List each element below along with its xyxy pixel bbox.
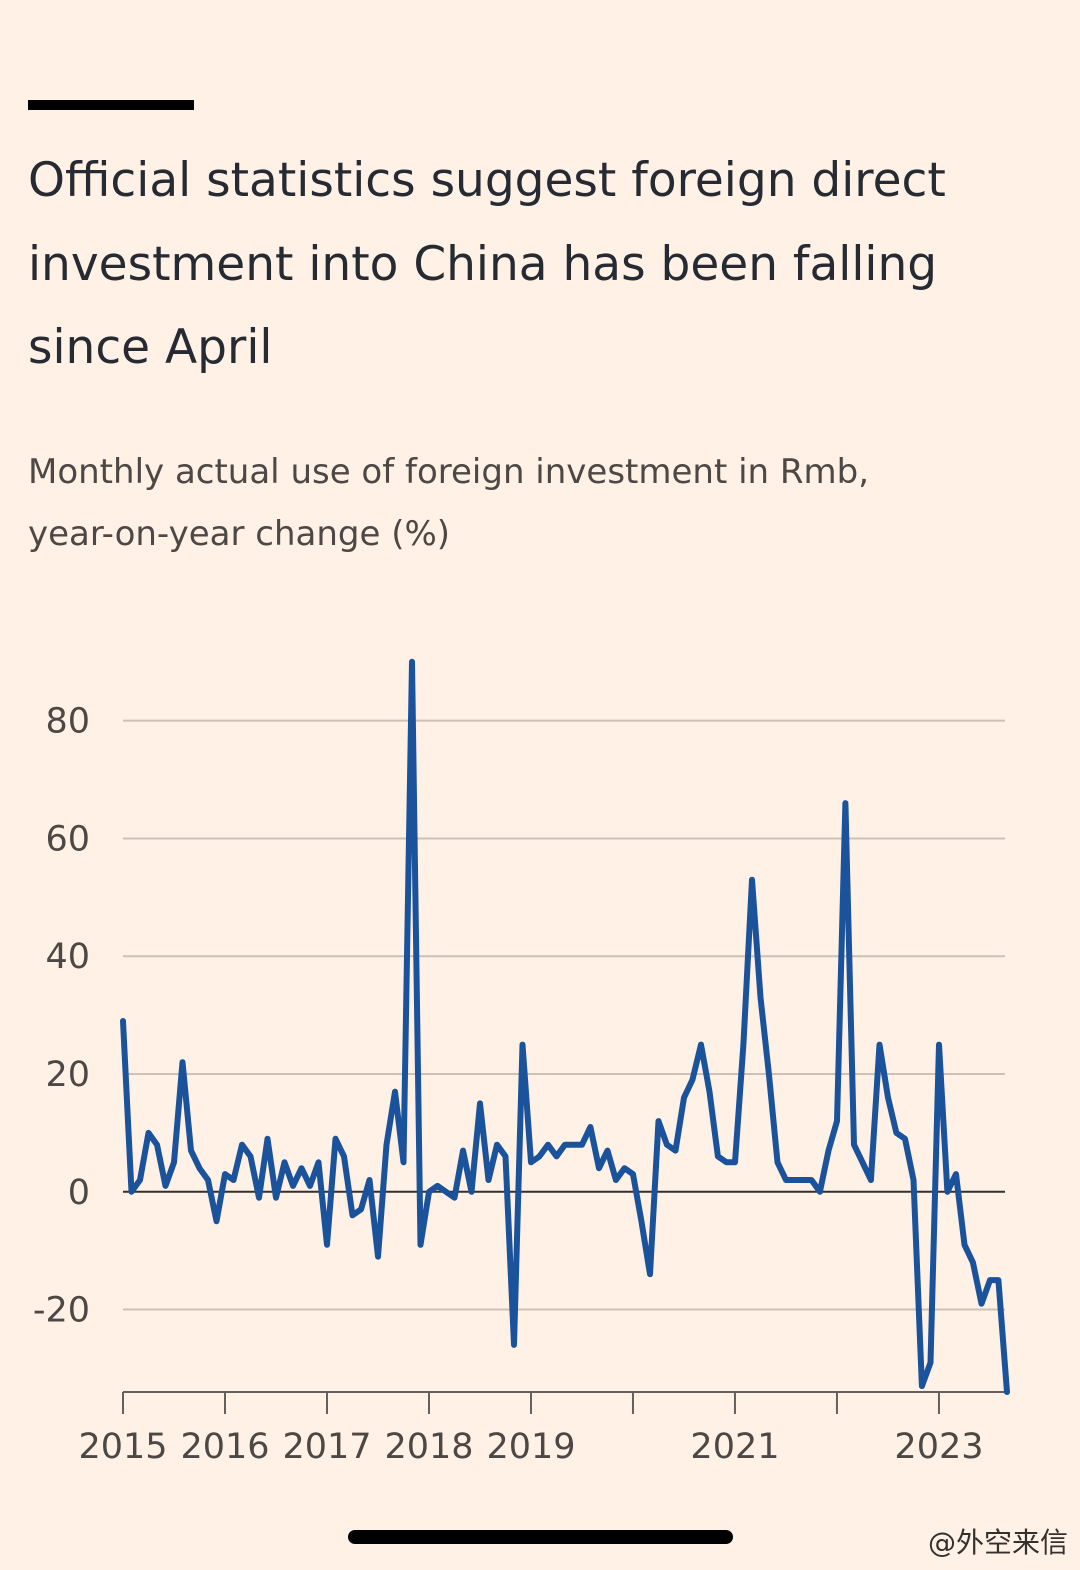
home-indicator xyxy=(348,1530,733,1544)
y-tick-label: 0 xyxy=(68,1173,90,1213)
chart-subtitle: year-on-year change (%) xyxy=(28,514,450,554)
x-tick-label: 2021 xyxy=(690,1427,779,1467)
y-tick-label: 80 xyxy=(45,702,90,742)
x-tick-label: 2017 xyxy=(282,1427,371,1467)
x-tick-label: 2016 xyxy=(180,1427,269,1467)
data-line xyxy=(120,658,1010,1395)
title-bar xyxy=(28,100,194,110)
x-tick-label: 2015 xyxy=(78,1427,167,1467)
y-tick-label: -20 xyxy=(33,1291,90,1331)
chart-title: since April xyxy=(28,320,272,375)
x-tick-label: 2018 xyxy=(384,1427,473,1467)
chart-title: investment into China has been falling xyxy=(28,237,937,292)
chart-title: Official statistics suggest foreign dire… xyxy=(28,153,946,208)
chart-subtitle: Monthly actual use of foreign investment… xyxy=(28,452,869,492)
watermark: @外空来信 xyxy=(928,1526,1068,1559)
y-tick-label: 40 xyxy=(45,937,90,977)
y-tick-label: 60 xyxy=(45,819,90,859)
x-tick-label: 2019 xyxy=(486,1427,575,1467)
x-tick-label: 2023 xyxy=(894,1427,983,1467)
y-tick-label: 20 xyxy=(45,1055,90,1095)
